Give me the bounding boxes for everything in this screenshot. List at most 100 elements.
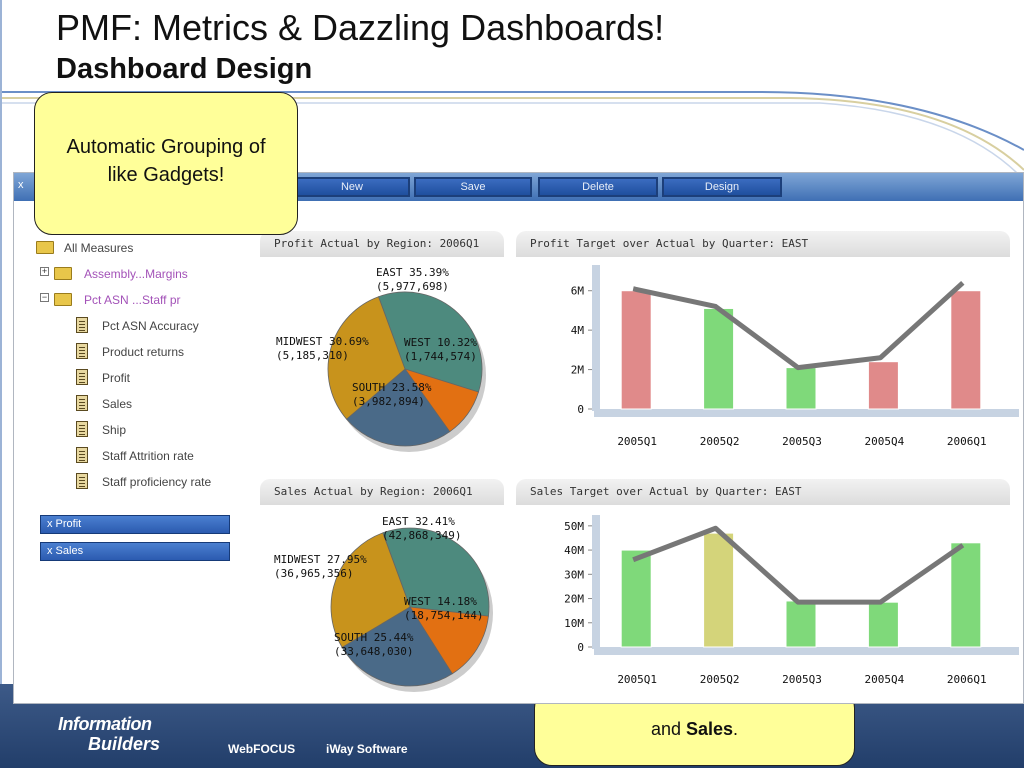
sales-pie-chart: EAST 32.41%(42,868,349) WEST 14.18%(18,75… [274,515,493,692]
pie-value: (5,977,698) [376,280,449,293]
bar-2006Q1[interactable] [950,542,982,648]
profit-pie-chart: EAST 35.39%(5,977,698) WEST 10.32%(1,744,… [276,266,486,452]
pie-label: MIDWEST 27.95% [274,553,367,566]
x-tick-label: 2005Q1 [617,435,657,448]
product-webfocus: WebFOCUS [228,742,296,756]
chart-title-profit-bar: Profit Target over Actual by Quarter: EA… [516,231,1010,257]
profit-bar-chart: 0 2M 4M 6M 2005Q1 2005Q2 2005Q3 2005Q4 2006Q1 [571,265,1019,448]
tree-item[interactable]: Profit [102,371,131,385]
y-tick-label: 0 [577,403,584,416]
bar-2006Q1[interactable] [950,290,982,410]
callout-bottom-bold: Sales [685,719,734,739]
slide-title: PMF: Metrics & Dazzling Dashboards! [56,7,665,48]
pie-value: (3,982,894) [352,395,425,408]
tree-item[interactable]: Staff Attrition rate [102,449,194,463]
tree-item[interactable]: Staff proficiency rate [102,475,212,489]
callout-top: Automatic Grouping of like Gadgets! [34,92,298,235]
x-tick-label: 2005Q4 [865,673,905,686]
x-tick-label: 2005Q3 [782,673,822,686]
measure-icon [76,473,88,489]
chart-title-sales-bar: Sales Target over Actual by Quarter: EAS… [516,479,1010,505]
target-line [632,525,965,605]
measure-icon [76,395,88,411]
pie-label: WEST 14.18% [404,595,477,608]
x-tick-label: 2006Q1 [947,435,987,448]
folder-icon [36,241,54,254]
x-tick-label: 2005Q2 [700,673,740,686]
pie-label: SOUTH 25.44% [334,631,414,644]
new-button[interactable]: New [294,177,410,197]
tree-item[interactable]: Ship [102,423,127,437]
x-axis-band [594,409,1019,417]
bar-2005Q3[interactable] [785,367,817,410]
folder-icon [54,267,72,280]
x-tick-label: 2005Q1 [617,673,657,686]
y-axis-band [592,265,600,411]
bar-2005Q3[interactable] [785,600,817,648]
close-icon[interactable]: x [18,179,24,191]
pie-label: EAST 35.39% [376,266,449,279]
selected-sales[interactable]: x Sales [40,542,230,561]
tree-item[interactable]: Product returns [102,345,185,359]
pie-value: (18,754,144) [404,609,483,622]
folder-icon [54,293,72,306]
x-tick-label: 2005Q2 [700,435,740,448]
measure-icon [76,343,88,359]
chart-title-sales-pie: Sales Actual by Region: 2006Q1 [260,479,504,505]
tree-group-pct-asn[interactable]: Pct ASN ...Staff pr [84,293,181,307]
measure-icon [76,421,88,437]
product-iway: iWay Software [326,742,408,756]
tree-item[interactable]: Pct ASN Accuracy [102,319,199,333]
tree-group-assembly[interactable]: Assembly...Margins [84,267,188,281]
slide-subtitle: Dashboard Design [56,53,313,85]
measure-icon [76,369,88,385]
bar-2005Q4[interactable] [867,601,899,648]
pie-value: (1,744,574) [404,350,477,363]
sales-bar-chart: 0 10M 20M 30M 40M 50M 2005Q1 2005Q2 2005Q3 2005Q4… [564,515,1019,686]
bar-2005Q2[interactable] [703,532,735,648]
pie-slice-south[interactable] [345,368,451,447]
measure-icon [76,447,88,463]
pie-label: EAST 32.41% [382,515,455,528]
save-button[interactable]: Save [414,177,532,197]
x-tick-label: 2005Q3 [782,435,822,448]
bar-2005Q4[interactable] [867,361,899,410]
design-button[interactable]: Design [662,177,782,197]
tree-root[interactable]: All Measures [64,241,134,255]
y-tick-label: 50M [564,520,584,533]
pie-slice-east[interactable] [382,527,490,617]
target-line [632,280,965,371]
y-tick-label: 4M [571,324,585,337]
pie-value: (33,648,030) [334,645,413,658]
selected-profit[interactable]: x Profit [40,515,230,534]
pie-value: (36,965,356) [274,567,353,580]
expand-icon[interactable]: + [40,266,49,276]
collapse-icon[interactable]: − [40,292,49,302]
pie-label: WEST 10.32% [404,336,477,349]
y-tick-label: 40M [564,544,584,557]
pie-label: MIDWEST 30.69% [276,335,369,348]
pie-slice-west[interactable] [409,606,489,675]
y-tick-label: 30M [564,568,584,581]
pie-slice-midwest[interactable] [330,532,411,648]
y-tick-label: 0 [577,641,584,654]
bar-2005Q2[interactable] [703,307,735,410]
x-tick-label: 2006Q1 [947,673,987,686]
pie-value: (5,185,310) [276,349,349,362]
y-tick-label: 2M [571,364,585,377]
x-tick-label: 2005Q4 [865,435,905,448]
pie-value: (42,868,349) [382,529,461,542]
tree-item[interactable]: Sales [102,397,133,411]
pie-slice-midwest[interactable] [327,296,406,420]
dashboard-window: x New Save Delete Design All Measures + … [13,172,1024,704]
logo-line1: Information [58,714,152,734]
y-axis-band [592,515,600,649]
callout-bottom-prefix: and [650,719,686,739]
pie-label: SOUTH 23.58% [352,381,432,394]
bar-2005Q1[interactable] [620,549,652,648]
bar-2005Q1[interactable] [620,290,652,410]
delete-button[interactable]: Delete [538,177,658,197]
pie-slice-south[interactable] [341,606,453,687]
chart-title-profit-pie: Profit Actual by Region: 2006Q1 [260,231,504,257]
x-axis-band [594,647,1019,655]
